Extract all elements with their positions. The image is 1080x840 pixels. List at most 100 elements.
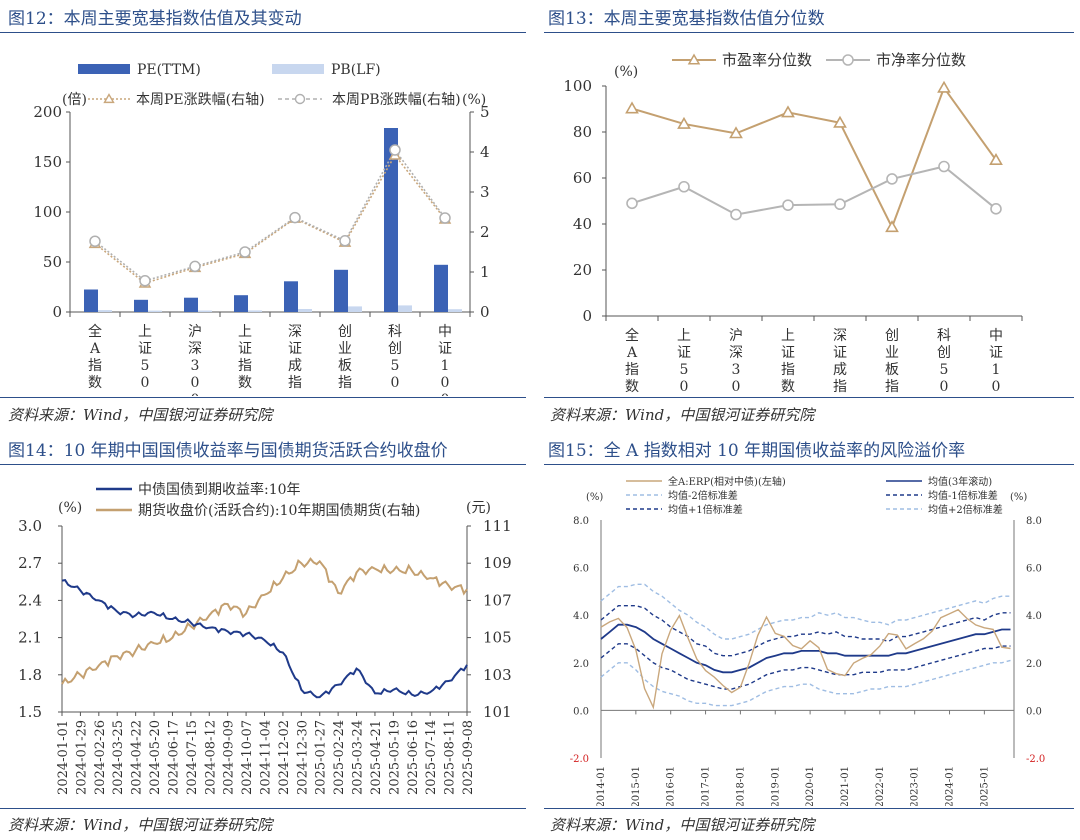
y2-tick-label: 5: [480, 103, 490, 121]
legend-label-futures: 期货收盘价(活跃合约):10年期国债期货(右轴): [138, 502, 420, 519]
line-bond-futures: [61, 557, 468, 685]
fig15-top-rule: [544, 464, 1074, 465]
x-tick-label: 上证指数: [781, 328, 795, 395]
y-tick-label: 40: [573, 215, 592, 233]
fig15-bottom-rule: [544, 808, 1074, 809]
fig13-source: 资料来源：Wind，中国银河证券研究院: [550, 406, 815, 424]
fig15-title: 图15：全 A 指数相对 10 年期国债收益率的风险溢价率: [548, 441, 966, 461]
x-tick-label: 2025-02-24: [332, 720, 347, 795]
x-tick-label: 2024-02-26: [93, 720, 108, 795]
x-tick-label: 2024-09-09: [222, 720, 237, 795]
point-pb-change: [389, 144, 401, 156]
x-tick-label: 2019-01: [770, 766, 781, 806]
y-tick-label: 20: [573, 261, 592, 279]
y-tick-label: 150: [33, 153, 62, 171]
x-tick-label: 2025-09-08: [461, 720, 476, 795]
y2-tick-label: 0.0: [1026, 706, 1042, 717]
fig13-top-rule: [544, 32, 1074, 33]
y2-tick-label: 105: [483, 629, 512, 647]
x-tick-label: 2025-06-16: [406, 720, 421, 795]
legend-label-pe: PE(TTM): [137, 62, 201, 78]
line-mean-minus-1sd: [600, 643, 1011, 690]
point-pe-percentile: [833, 115, 847, 128]
legend-label-pe-percentile: 市盈率分位数: [722, 51, 812, 69]
x-tick-label: 2025-04-21: [369, 720, 384, 795]
legend-label-mean-plus-2sd: 均值+2倍标准差: [928, 503, 1003, 516]
line-pb-percentile: [631, 165, 997, 216]
y2-tick-label: 6.0: [1026, 564, 1042, 575]
x-tick-label: 沪深300: [729, 328, 743, 396]
x-tick-label: 2025-05-19: [387, 720, 402, 795]
legend-label-pe-change: 本周PE涨跌幅(右轴): [136, 92, 265, 108]
x-tick-label: 2024-08-12: [203, 720, 218, 795]
legend-marker-pe-percentile: [687, 53, 701, 65]
y-tick-label: 200: [33, 103, 62, 121]
x-tick-label: 2015-01: [631, 766, 642, 806]
legend-label-mean-plus-1sd: 均值+1倍标准差: [668, 503, 743, 516]
x-tick-label: 科创 5 0: [937, 328, 951, 395]
x-tick-label: 上证指数: [238, 324, 252, 391]
x-tick-label: 2024-11-04: [259, 720, 274, 795]
point-pe-percentile: [729, 126, 743, 139]
y2-axis-title: (%): [462, 92, 486, 108]
x-tick-label: 2024-01: [945, 766, 956, 806]
bar-pb: [248, 310, 262, 312]
y-tick-label: 100: [563, 77, 592, 95]
fig12-bottom-rule: [0, 397, 526, 398]
legend-label-pb-percentile: 市净率分位数: [876, 51, 966, 69]
x-tick-label: 2025-07-14: [424, 720, 439, 795]
legend-marker-pe-change: [103, 93, 115, 104]
legend-swatch-pe: [78, 64, 130, 74]
y-axis-title: (%): [586, 492, 603, 503]
y2-tick-label: 4.0: [1026, 611, 1042, 622]
y-tick-label: 0: [52, 303, 62, 321]
y-tick-label: 2.4: [18, 591, 42, 609]
y-tick-label: 80: [573, 123, 592, 141]
y2-axis-title: (元): [466, 500, 491, 516]
line-pb-change: [94, 148, 446, 282]
x-tick-label: 2024-10-07: [240, 720, 255, 795]
fig13-title: 图13：本周主要宽基指数估值分位数: [548, 9, 825, 29]
fig14-bottom-rule: [0, 808, 526, 809]
y-axis-title: (%): [614, 64, 638, 80]
point-pb-change: [439, 212, 451, 224]
bar-pe: [234, 295, 248, 312]
y-tick-label: 8.0: [573, 516, 589, 527]
bar-pb: [298, 309, 312, 312]
y-tick-label: 3.0: [18, 517, 42, 535]
bar-pe: [384, 128, 398, 312]
point-pb-percentile: [730, 208, 742, 221]
x-tick-label: 深证成指: [833, 328, 847, 395]
legend-marker-pb-percentile: [842, 54, 854, 66]
fig13-bottom-rule: [544, 397, 1074, 398]
point-pb-percentile: [782, 199, 794, 211]
point-pe-percentile: [677, 116, 691, 129]
line-mean-plus-1sd: [600, 605, 1011, 657]
fig14-title: 图14：10 年期中国国债收益率与国债期货活跃合约收盘价: [8, 441, 448, 461]
x-tick-label: 中证1000: [989, 328, 1003, 396]
x-tick-label: 2024-01-01: [56, 720, 71, 795]
fig12-top-rule: [0, 32, 526, 33]
x-tick-label: 科创 5 0: [388, 324, 402, 391]
point-pb-percentile: [886, 173, 898, 185]
y-axis-title: (%): [58, 500, 82, 516]
x-tick-label: 2024-04-22: [130, 720, 145, 795]
x-tick-label: 全 A 指数: [625, 327, 639, 395]
point-pb-change: [189, 260, 201, 273]
point-pe-percentile: [781, 105, 795, 118]
x-tick-label: 上证 5 0: [138, 324, 152, 391]
fig14-chart: 1.5 1.8 2.1 2.4 2.7 3.0 101 103 105 107 109 111 (%) (…: [18, 481, 512, 795]
x-tick-label: 创业板指: [338, 324, 352, 391]
point-pb-change: [339, 235, 351, 247]
bar-pb: [398, 305, 412, 312]
x-tick-label: 2023-01: [910, 766, 921, 806]
y-tick-label: 0.0: [573, 706, 589, 717]
x-tick-label: 2014-01: [596, 766, 607, 806]
legend-label-mean-minus-2sd: 均值-2倍标准差: [668, 489, 738, 502]
point-pb-percentile: [678, 180, 690, 193]
bar-pe: [334, 269, 348, 312]
bar-pb: [198, 310, 212, 312]
y2-tick-label: 0: [480, 303, 490, 321]
y2-tick-label: 2.0: [1026, 659, 1042, 670]
line-erp: [600, 608, 1011, 710]
